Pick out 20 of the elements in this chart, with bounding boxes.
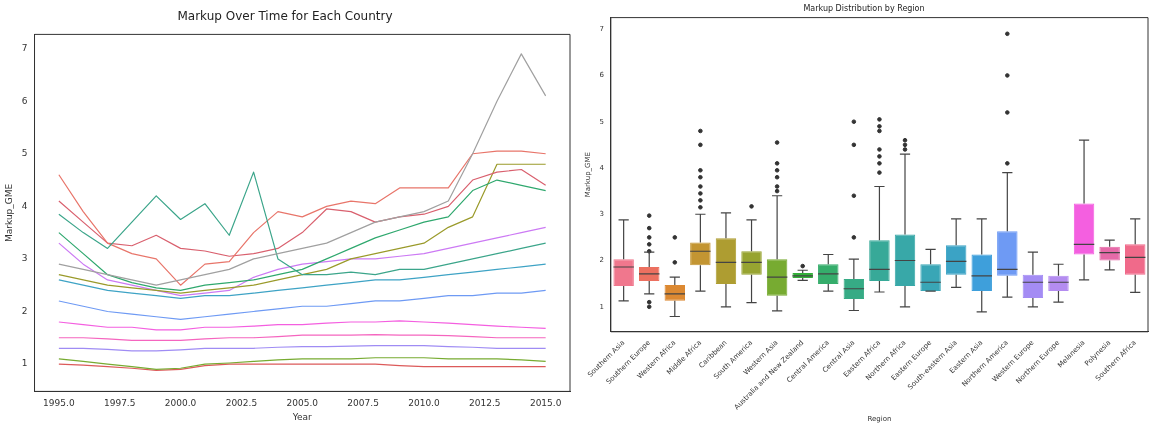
y-tick-label: 2 [21,305,28,316]
x-tick-label: 1997.5 [103,398,136,409]
x-axis-title: Year [291,411,313,422]
x-tick-label: 2007.5 [347,398,379,409]
x-tick-label: 2015.0 [529,398,562,409]
y-tick-label: 1 [21,358,28,369]
x-tick-label: 2012.5 [469,398,501,409]
chart-title: Markup Over Time for Each Country [177,9,393,24]
y-tick-label: 7 [21,42,28,53]
y-tick-label: 6 [21,95,28,106]
x-tick-label: 2005.0 [286,398,319,409]
y-tick-label: 4 [21,200,28,211]
x-tick-label: 2010.0 [408,398,440,409]
y-tick-label: 3 [21,253,28,264]
chart-title: Markup Distribution by Region [803,3,925,13]
x-tick-label: 1995.0 [43,398,75,409]
x-tick-label: 2000.0 [164,398,197,409]
y-tick-label: 5 [21,148,28,159]
y-axis-title: Markup_GME [3,183,14,243]
x-tick-label: 2002.5 [225,398,258,409]
